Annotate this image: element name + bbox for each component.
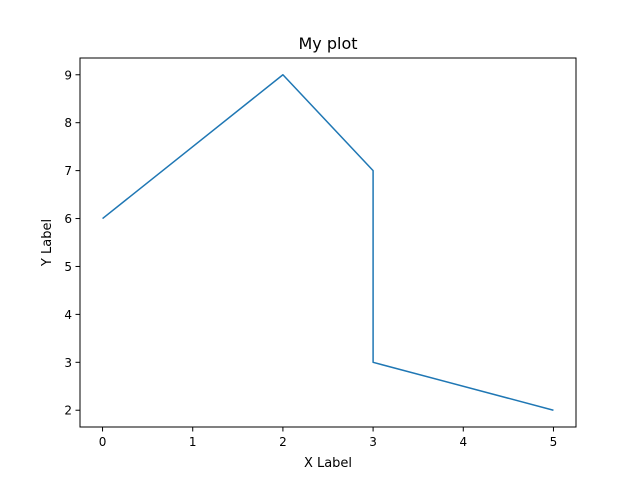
x-axis-label: X Label — [304, 456, 352, 471]
x-tick-label: 1 — [189, 435, 197, 449]
y-tick-label: 6 — [64, 212, 72, 226]
chart-title: My plot — [298, 34, 357, 53]
y-tick-label: 2 — [64, 404, 72, 418]
x-tick-label: 0 — [99, 435, 107, 449]
y-tick-label: 9 — [64, 68, 72, 82]
x-tick-label: 5 — [550, 435, 558, 449]
y-axis-ticks: 2 3 4 5 6 7 8 9 — [64, 68, 80, 418]
axes-frame — [79, 57, 577, 428]
y-axis-label: Y Label — [40, 219, 55, 267]
y-tick-label: 4 — [64, 308, 72, 322]
x-tick-label: 2 — [279, 435, 287, 449]
y-tick-label: 3 — [64, 356, 72, 370]
series-layer — [102, 74, 554, 411]
y-tick-label: 7 — [64, 164, 72, 178]
series-line-0 — [102, 74, 554, 411]
x-axis-ticks: 0 1 2 3 4 5 — [99, 427, 558, 449]
plot-area — [80, 58, 576, 427]
y-tick-label: 8 — [64, 116, 72, 130]
x-tick-label: 4 — [459, 435, 467, 449]
x-tick-label: 3 — [369, 435, 377, 449]
y-tick-label: 5 — [64, 260, 72, 274]
